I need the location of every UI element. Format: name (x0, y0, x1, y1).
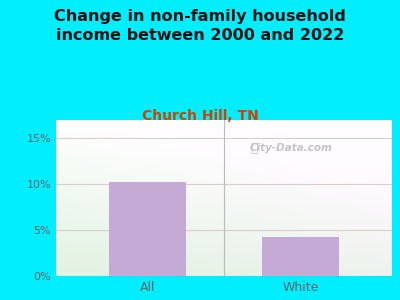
Text: ⓘ: ⓘ (250, 142, 258, 154)
Bar (262, 236, 338, 276)
Bar (110, 182, 186, 276)
Text: Change in non-family household
income between 2000 and 2022: Change in non-family household income be… (54, 9, 346, 43)
Text: Church Hill, TN: Church Hill, TN (142, 110, 258, 124)
Text: City-Data.com: City-Data.com (250, 143, 332, 153)
